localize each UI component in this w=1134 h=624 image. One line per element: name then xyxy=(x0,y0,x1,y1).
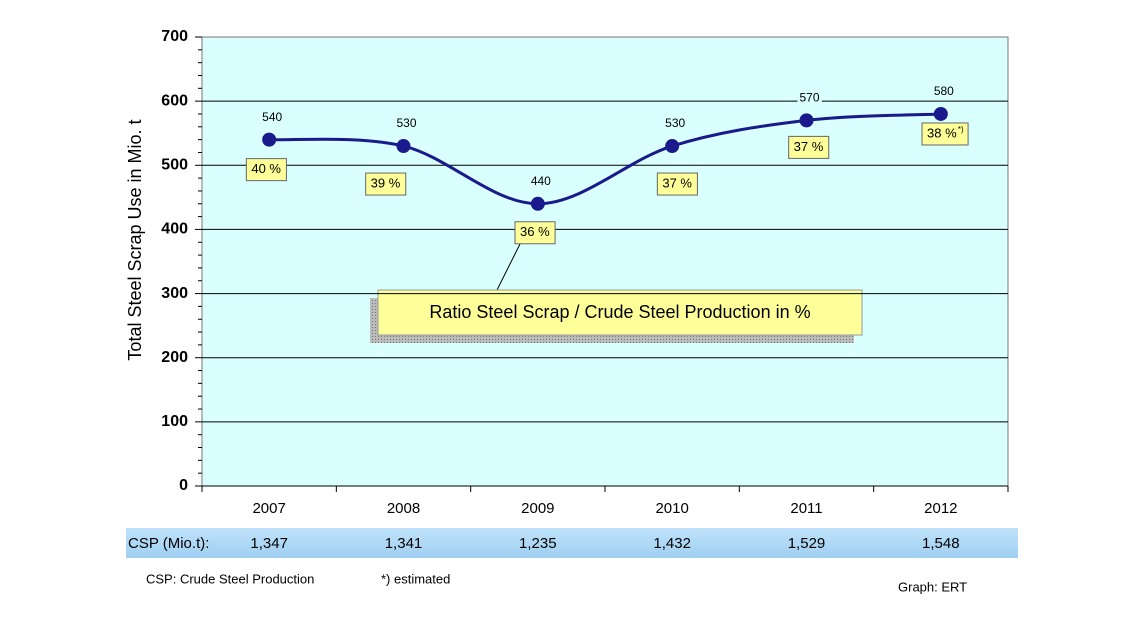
value-label-bg xyxy=(797,90,822,105)
y-tick-label: 700 xyxy=(161,28,188,45)
x-tick-label: 2011 xyxy=(790,500,822,517)
footnote: *) estimated xyxy=(381,571,450,586)
y-tick-label: 200 xyxy=(161,349,188,366)
ratio-box xyxy=(788,135,830,159)
value-label-bg xyxy=(931,84,957,99)
ratio-label: 37 % xyxy=(794,139,824,154)
csp-value: 1,341 xyxy=(385,535,423,552)
note-marker: *) xyxy=(958,125,964,134)
ratio-box xyxy=(245,158,287,182)
value-label: 570 xyxy=(799,91,819,105)
csp-value: 1,548 xyxy=(922,535,960,552)
point xyxy=(530,196,545,211)
csp-value: 1,347 xyxy=(250,535,288,552)
y-axis-label: Total Steel Scrap Use in Mio. t xyxy=(125,119,145,360)
value-label: 530 xyxy=(665,116,685,130)
plot-area xyxy=(201,36,1009,487)
value-label-bg xyxy=(394,116,419,131)
csp-value: 1,529 xyxy=(788,535,826,552)
value-label: 440 xyxy=(531,174,551,188)
point xyxy=(665,139,680,154)
point xyxy=(396,139,411,154)
value-label: 530 xyxy=(396,116,416,130)
ratio-box xyxy=(921,122,969,146)
point xyxy=(799,113,814,128)
y-tick-label: 0 xyxy=(179,477,188,494)
value-label: 580 xyxy=(934,84,954,98)
x-tick-label: 2009 xyxy=(521,500,554,517)
x-tick-label: 2010 xyxy=(655,500,688,517)
y-tick-label: 300 xyxy=(161,285,188,302)
value-label-bg xyxy=(260,109,285,124)
csp-value: 1,432 xyxy=(653,535,691,552)
csp-label: CSP (Mio.t): xyxy=(128,535,209,552)
line xyxy=(269,112,941,206)
y-tick-label: 500 xyxy=(161,157,188,174)
value-label: 540 xyxy=(262,110,282,124)
callout-text: Ratio Steel Scrap / Crude Steel Producti… xyxy=(429,302,810,322)
x-tick-label: 2012 xyxy=(924,500,957,517)
y-tick-label: 600 xyxy=(161,92,188,109)
csp-row xyxy=(126,528,1018,558)
y-tick-label: 400 xyxy=(161,221,188,238)
footnote: CSP: Crude Steel Production xyxy=(146,571,314,586)
point xyxy=(262,132,277,147)
value-label-bg xyxy=(528,173,554,188)
x-tick-label: 2008 xyxy=(387,500,420,517)
ratio-label: 38 % xyxy=(927,125,957,140)
ratio-label: 36 % xyxy=(520,224,550,239)
ratio-label: 40 % xyxy=(251,161,281,176)
csp-value: 1,235 xyxy=(519,535,557,552)
y-tick-label: 100 xyxy=(161,413,188,430)
callout-box xyxy=(377,289,863,336)
ratio-box xyxy=(365,172,407,196)
x-tick-label: 2007 xyxy=(252,500,285,517)
ratio-box xyxy=(656,172,698,196)
point xyxy=(933,106,948,121)
ratio-label: 39 % xyxy=(371,175,401,190)
value-label-bg xyxy=(663,116,688,131)
callout-leader xyxy=(495,243,521,293)
source: Graph: ERT xyxy=(898,579,967,594)
ratio-label: 37 % xyxy=(662,175,692,190)
ratio-box xyxy=(514,221,556,245)
